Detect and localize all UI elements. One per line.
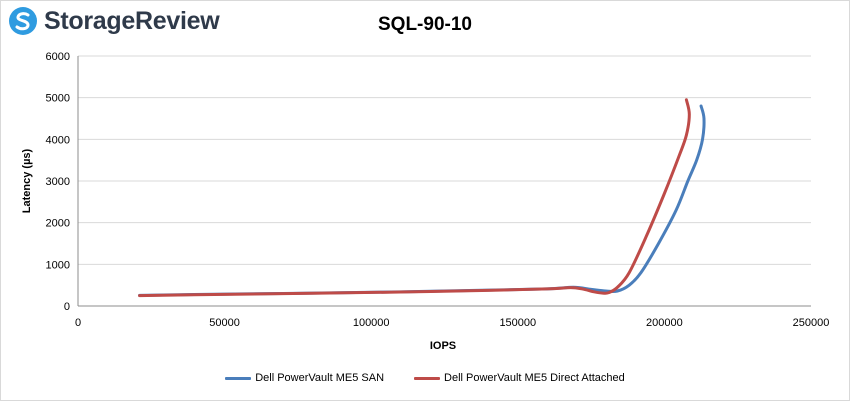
series-line-1 xyxy=(138,98,691,298)
x-tick-label: 0 xyxy=(75,317,81,329)
x-tick-label: 200000 xyxy=(646,317,683,329)
y-tick-label: 2000 xyxy=(46,218,70,230)
legend-label-san: Dell PowerVault ME5 SAN xyxy=(255,372,385,384)
logo-text: StorageReview xyxy=(44,6,220,35)
x-tick-label: 50000 xyxy=(209,317,240,329)
legend-item-direct-attached: Dell PowerVault ME5 Direct Attached xyxy=(414,372,625,384)
legend-swatch-direct-attached xyxy=(414,376,441,380)
y-tick-label: 5000 xyxy=(46,93,70,105)
x-tick-label: 100000 xyxy=(353,317,390,329)
chart-title: SQL-90-10 xyxy=(378,14,472,35)
legend-swatch-san xyxy=(225,376,252,380)
x-tick-label: 250000 xyxy=(793,317,830,329)
chart-legend: Dell PowerVault ME5 SAN Dell PowerVault … xyxy=(0,372,850,384)
storagereview-logo: StorageReview xyxy=(8,4,220,38)
y-axis-title: Latency (µs) xyxy=(21,148,33,213)
y-tick-label: 0 xyxy=(64,301,70,313)
series-line-0 xyxy=(138,104,706,297)
x-tick-label: 150000 xyxy=(499,317,536,329)
legend-label-direct-attached: Dell PowerVault ME5 Direct Attached xyxy=(444,372,625,384)
y-tick-label: 3000 xyxy=(46,176,70,188)
legend-item-san: Dell PowerVault ME5 SAN xyxy=(225,372,384,384)
x-axis-title: IOPS xyxy=(430,340,456,352)
storagereview-logo-icon xyxy=(9,7,37,35)
y-tick-label: 4000 xyxy=(46,134,70,146)
y-tick-label: 6000 xyxy=(46,51,70,63)
y-tick-label: 1000 xyxy=(46,259,70,271)
